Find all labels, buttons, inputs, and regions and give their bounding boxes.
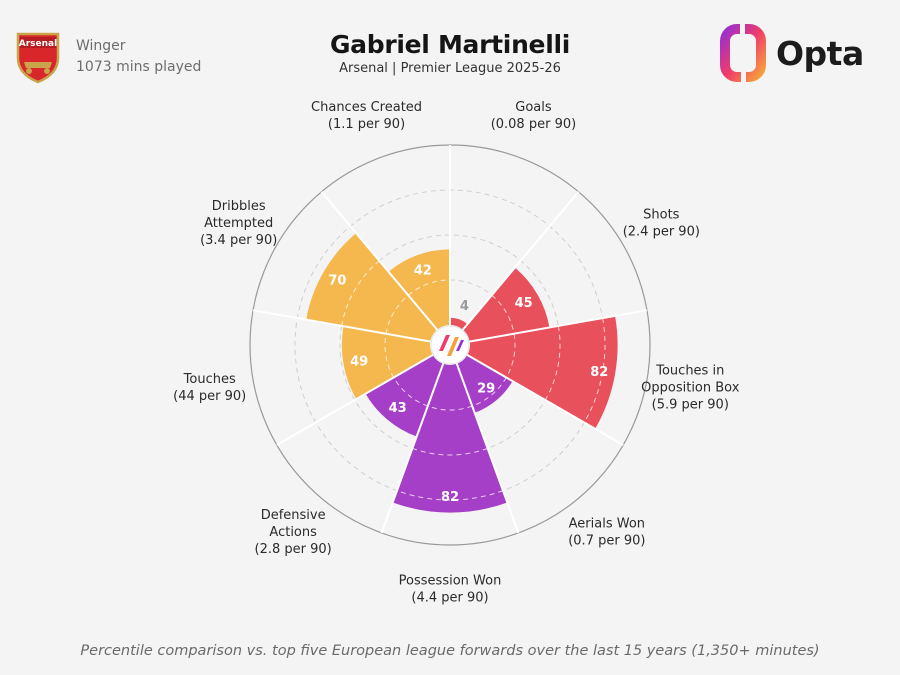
center-logo-icon (439, 335, 450, 351)
value-label: 42 (414, 264, 432, 279)
bar-grid-arc (407, 279, 451, 296)
bar-possession-won (392, 363, 508, 513)
category-per90: (0.7 per 90) (568, 533, 645, 548)
footnote: Percentile comparison vs. top five Europ… (80, 643, 820, 659)
category-per90: (5.9 per 90) (652, 397, 729, 412)
category-label: Touches (183, 372, 236, 387)
category-label: Attempted (204, 216, 273, 231)
player-position: Winger (76, 38, 126, 54)
spoke (380, 344, 451, 534)
category-label: Opposition Box (641, 380, 740, 395)
category-per90: (1.1 per 90) (328, 117, 405, 132)
value-label: 43 (389, 401, 407, 416)
bar-grid-arc (341, 260, 380, 326)
spoke (449, 344, 520, 534)
category-label: Defensive (261, 508, 326, 523)
spoke (449, 309, 648, 346)
spoke (449, 344, 624, 446)
chart-title: Gabriel Martinelli (329, 30, 571, 59)
bar-touches (341, 326, 433, 400)
category-per90: (44 per 90) (173, 389, 246, 404)
category-label: Aerials Won (569, 516, 645, 531)
bar-grid-arc (544, 325, 561, 401)
bar-grid-arc (472, 377, 507, 407)
center-logo-icon (447, 337, 459, 356)
category-label: Possession Won (399, 574, 502, 589)
category-per90: (2.4 per 90) (623, 225, 700, 240)
bar-grid-arc (412, 447, 488, 456)
category-per90: (4.4 per 90) (411, 591, 488, 606)
chart-subtitle: Arsenal | Premier League 2025-26 (339, 61, 561, 76)
value-label: 29 (477, 382, 495, 397)
player-meta: Winger 1073 mins played (76, 36, 201, 78)
bar-chances-created (388, 249, 450, 330)
bar-grid-arc (491, 294, 515, 334)
arsenal-crest-icon: Arsenal (16, 32, 60, 84)
category-per90: (2.8 per 90) (255, 542, 332, 557)
center-badge (430, 325, 470, 365)
category-per90: (0.08 per 90) (491, 117, 577, 132)
value-label: 82 (590, 365, 608, 380)
center-logo-icon (456, 340, 464, 351)
bar-grid-arc (427, 405, 473, 411)
spoke (276, 344, 451, 446)
bar-grid-arc (583, 317, 606, 423)
category-label: Actions (269, 525, 317, 540)
opta-logo: Opta (720, 24, 864, 82)
bar-aerials-won (456, 355, 513, 413)
category-label: Goals (515, 100, 552, 115)
bar-shots (462, 267, 550, 342)
bar-grid-arc (385, 294, 409, 334)
minutes-played: 1073 mins played (76, 59, 202, 75)
spoke (449, 191, 580, 346)
spoke (320, 191, 451, 346)
value-label: 45 (515, 296, 533, 311)
category-label: Shots (643, 208, 680, 223)
bar-grid-arc (396, 490, 504, 501)
bar-goals (450, 317, 468, 330)
category-label: Touches in (655, 363, 724, 378)
category-label: Chances Created (311, 100, 422, 115)
bar-grid-arc (393, 377, 428, 407)
spoke (252, 309, 451, 346)
bar-grid-arc (505, 333, 516, 378)
bar-touches-in-opposition-box (467, 315, 618, 429)
category-label: Dribbles (212, 199, 266, 214)
bar-dribbles-attempted (306, 233, 438, 342)
category-per90: (3.4 per 90) (200, 233, 277, 248)
bar-grid-arc (384, 333, 395, 378)
opta-wordmark: Opta (776, 33, 864, 73)
opta-logo-icon (720, 24, 766, 82)
svg-text:Arsenal: Arsenal (19, 39, 57, 49)
value-label: 70 (328, 274, 346, 289)
value-label: 82 (441, 490, 459, 505)
value-label: 4 (460, 299, 469, 314)
value-label: 49 (350, 355, 368, 370)
